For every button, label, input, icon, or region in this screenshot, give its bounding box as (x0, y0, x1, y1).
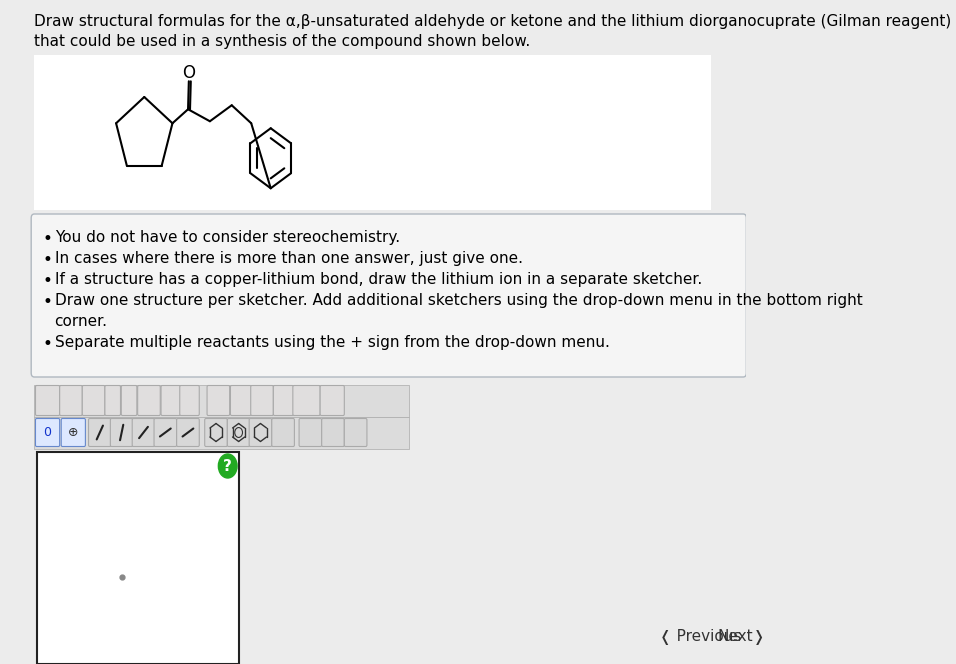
Text: ⊕: ⊕ (68, 426, 78, 439)
FancyBboxPatch shape (34, 55, 711, 210)
FancyBboxPatch shape (250, 418, 272, 446)
Bar (34, 385, 408, 417)
Text: In cases where there is more than one answer, just give one.: In cases where there is more than one an… (54, 251, 523, 266)
Text: corner.: corner. (54, 314, 108, 329)
FancyBboxPatch shape (89, 418, 111, 446)
FancyBboxPatch shape (299, 418, 321, 446)
Text: •: • (43, 293, 53, 311)
FancyBboxPatch shape (121, 386, 137, 416)
Text: If a structure has a copper-lithium bond, draw the lithium ion in a separate ske: If a structure has a copper-lithium bond… (54, 272, 702, 287)
FancyBboxPatch shape (59, 386, 82, 416)
Text: ❬ Previous: ❬ Previous (659, 629, 741, 645)
FancyBboxPatch shape (82, 386, 105, 416)
FancyBboxPatch shape (228, 418, 250, 446)
FancyBboxPatch shape (138, 386, 161, 416)
FancyBboxPatch shape (273, 386, 293, 416)
FancyBboxPatch shape (320, 386, 344, 416)
FancyBboxPatch shape (61, 418, 85, 446)
FancyBboxPatch shape (293, 386, 320, 416)
Text: •: • (43, 335, 53, 353)
FancyBboxPatch shape (205, 418, 228, 446)
FancyBboxPatch shape (32, 214, 747, 377)
Text: that could be used in a synthesis of the compound shown below.: that could be used in a synthesis of the… (34, 34, 531, 49)
Text: ?: ? (224, 459, 232, 474)
Bar (37, 452, 239, 664)
FancyBboxPatch shape (35, 386, 59, 416)
FancyBboxPatch shape (161, 386, 181, 416)
Text: •: • (43, 272, 53, 290)
Text: O: O (183, 64, 195, 82)
FancyBboxPatch shape (207, 386, 229, 416)
FancyBboxPatch shape (154, 418, 177, 446)
FancyBboxPatch shape (110, 418, 133, 446)
FancyBboxPatch shape (250, 386, 273, 416)
FancyBboxPatch shape (35, 418, 59, 446)
FancyBboxPatch shape (344, 418, 367, 446)
Circle shape (218, 454, 237, 478)
FancyBboxPatch shape (105, 386, 120, 416)
Text: •: • (43, 230, 53, 248)
FancyBboxPatch shape (132, 418, 155, 446)
Text: 0: 0 (44, 426, 52, 439)
Text: •: • (43, 251, 53, 269)
Text: Draw one structure per sketcher. Add additional sketchers using the drop-down me: Draw one structure per sketcher. Add add… (54, 293, 862, 308)
FancyBboxPatch shape (180, 386, 199, 416)
Text: Next❭: Next❭ (717, 629, 766, 645)
Text: Separate multiple reactants using the + sign from the drop-down menu.: Separate multiple reactants using the + … (54, 335, 610, 350)
Text: You do not have to consider stereochemistry.: You do not have to consider stereochemis… (54, 230, 400, 245)
FancyBboxPatch shape (177, 418, 199, 446)
Text: Draw structural formulas for the α,β-unsaturated aldehyde or ketone and the lith: Draw structural formulas for the α,β-uns… (34, 14, 951, 29)
FancyBboxPatch shape (272, 418, 294, 446)
FancyBboxPatch shape (321, 418, 344, 446)
Bar (34, 417, 408, 449)
FancyBboxPatch shape (230, 386, 251, 416)
